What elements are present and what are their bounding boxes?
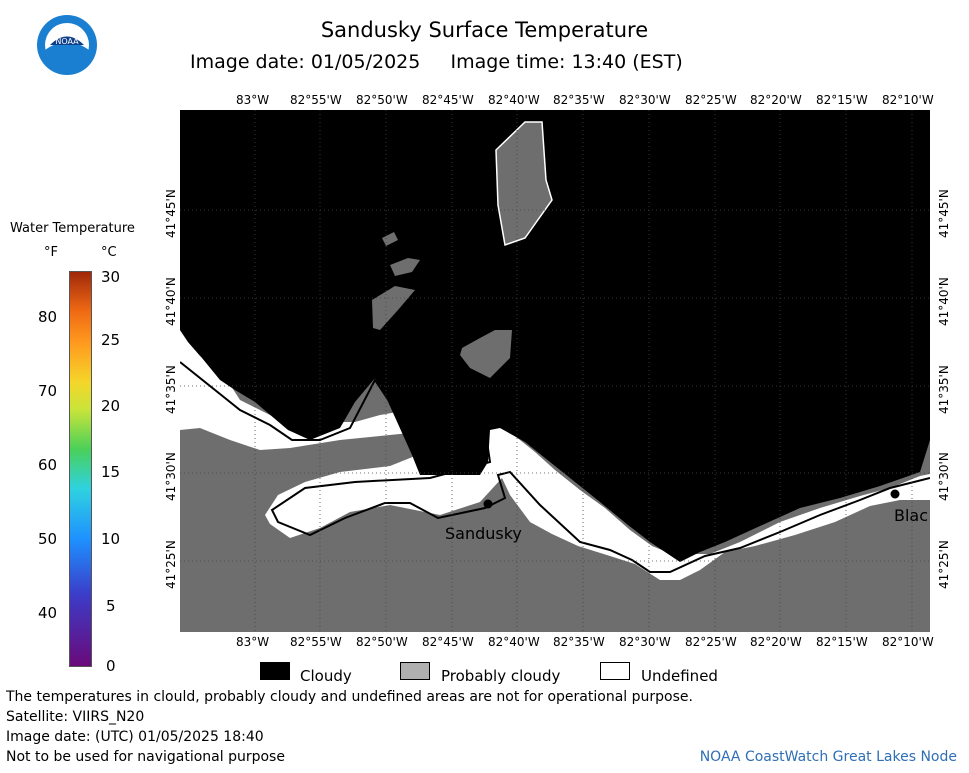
colorbar-c-tick: 25: [101, 331, 121, 349]
city-label-blac: Blac: [894, 506, 929, 525]
lon-label: 82°35'W: [553, 635, 605, 649]
lon-label: 82°55'W: [290, 635, 342, 649]
city-label-sandusky: Sandusky: [445, 524, 522, 543]
lon-label: 82°45'W: [422, 635, 474, 649]
lat-label: 41°40'N: [164, 277, 178, 326]
colorbar-title: Water Temperature: [10, 221, 135, 236]
lon-label: 82°15'W: [816, 93, 868, 107]
legend-swatch-undefined: [600, 662, 630, 680]
unit-fahrenheit: °F: [44, 245, 58, 260]
colorbar-f-tick: 80: [38, 308, 58, 326]
lat-label: 41°45'N: [164, 189, 178, 238]
lon-label: 82°50'W: [356, 93, 408, 107]
lon-label: 82°10'W: [882, 93, 934, 107]
lon-label: 82°25'W: [685, 93, 737, 107]
colorbar-c-tick: 15: [101, 463, 121, 481]
lon-label: 82°40'W: [488, 93, 540, 107]
colorbar-c-tick: 30: [101, 268, 121, 286]
lat-label: 41°25'N: [164, 540, 178, 589]
probably-cloudy-patch: [390, 258, 420, 276]
legend-label-undefined: Undefined: [641, 667, 718, 685]
lon-label: 82°30'W: [619, 635, 671, 649]
lat-label: 41°30'N: [937, 452, 951, 501]
lat-label: 41°40'N: [937, 277, 951, 326]
colorbar-c-tick: 10: [101, 530, 121, 548]
colorbar-f-tick: 70: [38, 382, 58, 400]
coastline: [179, 361, 931, 573]
disclaimer-text: The temperatures in clould, probably clo…: [6, 689, 693, 705]
page-title: Sandusky Surface Temperature: [320, 18, 649, 42]
graticule: [180, 110, 930, 632]
legend-label-probably-cloudy: Probably cloudy: [441, 667, 561, 685]
lon-label: 82°25'W: [685, 635, 737, 649]
lon-label: 82°55'W: [290, 93, 342, 107]
lat-label: 41°45'N: [937, 189, 951, 238]
lon-label: 83°W: [236, 93, 270, 107]
lon-label: 82°20'W: [750, 635, 802, 649]
navigation-warning: Not to be used for navigational purpose: [6, 749, 285, 765]
colorbar-c-tick: 20: [101, 397, 121, 415]
lon-label: 82°45'W: [422, 93, 474, 107]
temperature-map: Sandusky Blac: [179, 110, 931, 632]
colorbar-f-tick: 40: [38, 604, 58, 622]
unit-celsius: °C: [101, 245, 117, 260]
lon-label: 82°50'W: [356, 635, 408, 649]
lat-label: 41°30'N: [164, 452, 178, 501]
lat-label: 41°35'N: [164, 365, 178, 414]
legend-swatch-probably-cloudy: [400, 662, 430, 680]
cloudy-area: [180, 110, 930, 562]
temperature-colorbar: [69, 271, 92, 667]
lat-label: 41°35'N: [937, 365, 951, 414]
probably-cloudy-patch: [372, 286, 415, 330]
lon-label: 82°40'W: [488, 635, 540, 649]
colorbar-f-tick: 60: [38, 456, 58, 474]
legend-label-cloudy: Cloudy: [300, 667, 352, 685]
probably-cloudy-patch: [460, 330, 512, 378]
lon-label: 82°30'W: [619, 93, 671, 107]
lon-label: 83°W: [236, 635, 270, 649]
lat-label: 41°25'N: [937, 540, 951, 589]
noaa-logo-icon: NOAA: [36, 14, 98, 76]
lon-label: 82°35'W: [553, 93, 605, 107]
colorbar-c-tick: 0: [106, 657, 116, 675]
lon-label: 82°15'W: [816, 635, 868, 649]
undefined-area: [180, 330, 930, 580]
legend-swatch-cloudy: [260, 662, 290, 680]
noaa-logo-text: NOAA: [55, 37, 79, 46]
image-date-time: Image date: 01/05/2025 Image time: 13:40…: [190, 51, 683, 73]
probably-cloudy-patch: [495, 121, 553, 246]
coastwatch-node-text: NOAA CoastWatch Great Lakes Node: [699, 749, 957, 765]
colorbar-f-tick: 50: [38, 530, 58, 548]
city-marker: [483, 499, 493, 509]
city-marker: [890, 489, 900, 499]
colorbar-c-tick: 5: [106, 597, 116, 615]
lon-label: 82°20'W: [750, 93, 802, 107]
satellite-text: Satellite: VIIRS_N20: [6, 709, 145, 725]
lon-label: 82°10'W: [882, 635, 934, 649]
utc-date-text: Image date: (UTC) 01/05/2025 18:40: [6, 729, 264, 745]
